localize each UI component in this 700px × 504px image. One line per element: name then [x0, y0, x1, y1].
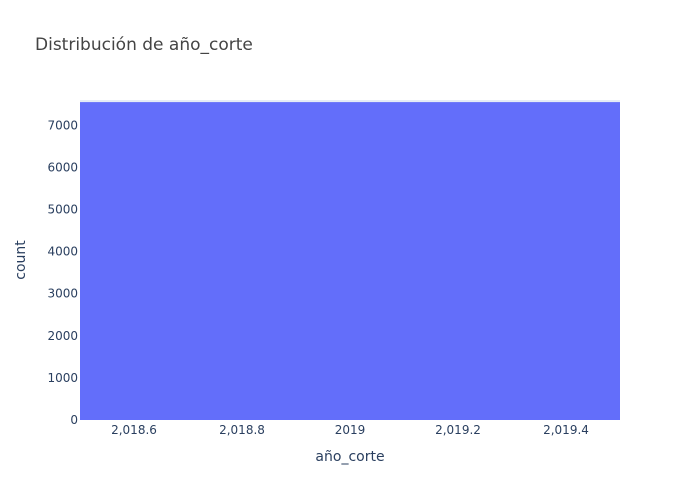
y-axis-label: count	[13, 240, 29, 280]
y-tick-label: 1000	[47, 371, 78, 385]
x-tick-label: 2,018.6	[111, 423, 157, 437]
x-tick-label: 2,019.2	[435, 423, 481, 437]
y-tick-label: 7000	[47, 118, 78, 132]
histogram-bar[interactable]	[80, 102, 620, 420]
y-tick-label: 0	[70, 413, 78, 427]
y-tick-label: 4000	[47, 245, 78, 259]
y-tick-label: 6000	[47, 160, 78, 174]
y-tick-label: 3000	[47, 287, 78, 301]
bars	[80, 102, 620, 420]
x-axis-label: año_corte	[315, 449, 384, 465]
x-tick-label: 2,019.4	[543, 423, 589, 437]
y-axis-ticks: 0 1000 2000 3000 4000 5000 6000 7000	[47, 118, 78, 427]
x-tick-label: 2,018.8	[219, 423, 265, 437]
y-tick-label: 2000	[47, 329, 78, 343]
x-axis-ticks: 2,018.6 2,018.8 2019 2,019.2 2,019.4	[111, 423, 589, 437]
y-tick-label: 5000	[47, 202, 78, 216]
x-tick-label: 2019	[335, 423, 366, 437]
chart-title: Distribución de año_corte	[35, 35, 253, 55]
